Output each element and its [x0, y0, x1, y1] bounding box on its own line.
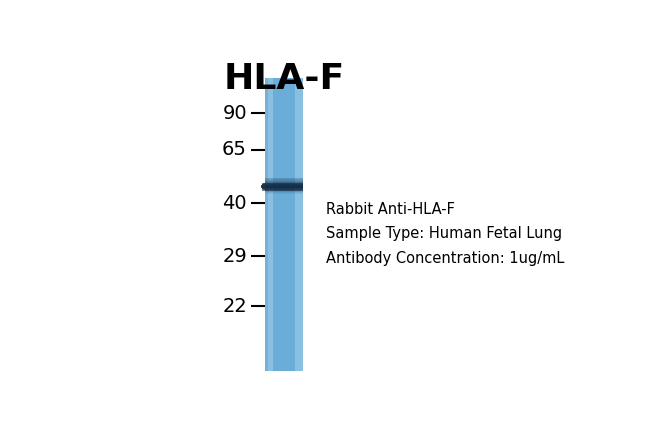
Bar [273, 79, 295, 371]
Bar [265, 79, 268, 371]
Bar [262, 183, 303, 191]
Text: Sample Type: Human Fetal Lung: Sample Type: Human Fetal Lung [326, 226, 562, 241]
Text: 22: 22 [222, 297, 247, 316]
Text: 90: 90 [222, 104, 247, 123]
Text: 40: 40 [222, 194, 247, 213]
Text: 65: 65 [222, 140, 247, 159]
Text: 29: 29 [222, 247, 247, 266]
Text: Rabbit Anti-HLA-F: Rabbit Anti-HLA-F [326, 201, 454, 216]
Text: HLA-F: HLA-F [224, 62, 344, 96]
Text: Antibody Concentration: 1ug/mL: Antibody Concentration: 1ug/mL [326, 251, 564, 267]
Bar [265, 178, 303, 183]
Bar [265, 79, 303, 371]
